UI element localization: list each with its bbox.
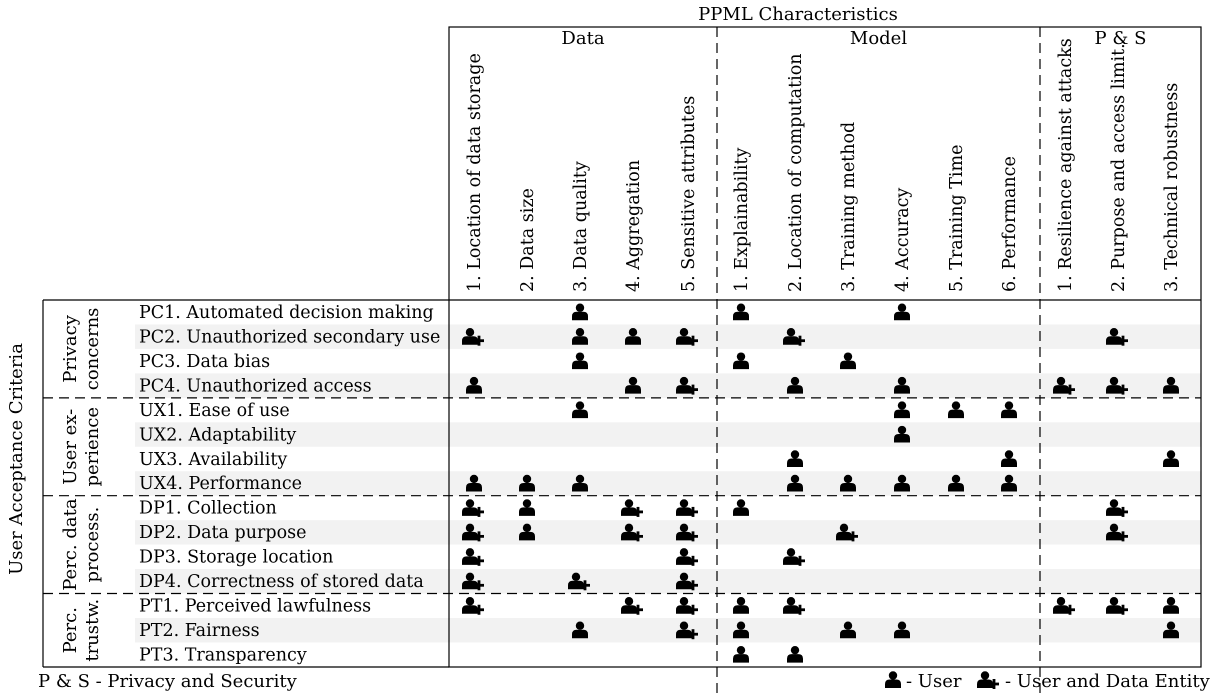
user-icon (733, 303, 749, 321)
user-icon (894, 303, 910, 321)
column-header: 3. Data quality (571, 161, 591, 292)
row-stripe (135, 520, 1201, 545)
column-header: 2. Purpose and access limit. (1109, 43, 1129, 292)
user-icon (1001, 450, 1017, 467)
user-icon (1163, 597, 1179, 614)
row-stripe (135, 471, 1201, 496)
row-label: PC3. Data bias (139, 352, 270, 372)
user-data-icon (783, 548, 805, 566)
row-group-label: process. (82, 507, 103, 583)
row-group-label: Privacy (60, 314, 81, 382)
row-label: PT1. Perceived lawfulness (139, 597, 371, 617)
group-header: Data (561, 28, 604, 49)
row-label: PC4. Unauthorized access (139, 376, 372, 396)
row-label: PT3. Transparency (139, 645, 307, 665)
user-data-icon (621, 597, 643, 615)
user-icon (733, 645, 749, 663)
user-data-icon (462, 548, 484, 566)
column-header: 3. Technical robustness (1162, 83, 1182, 292)
column-header: 6. Performance (1000, 156, 1020, 292)
legend-user-data-label: - User and Data Entity (1005, 671, 1211, 692)
row-stripe (135, 324, 1201, 349)
user-data-icon (462, 499, 484, 517)
user-icon (894, 401, 910, 419)
group-header: P & S (1095, 28, 1147, 49)
user-icon (733, 499, 749, 516)
row-label: UX2. Adaptability (139, 425, 296, 445)
row-group-label: Perc. data (60, 498, 81, 591)
row-label: DP1. Collection (139, 499, 277, 519)
user-data-icon (462, 597, 484, 615)
row-label: PT2. Fairness (139, 621, 260, 641)
row-stripe (135, 569, 1201, 594)
column-headers: 1. Location of data storage 2. Data size 3… (465, 38, 1182, 292)
left-axis-label: User Acceptance Criteria (6, 343, 27, 575)
row-label: DP4. Correctness of stored data (139, 572, 424, 592)
row-label: UX4. Performance (139, 474, 302, 494)
row-stripe (135, 422, 1201, 447)
legend-user-data-icon (977, 671, 999, 689)
row-label: PC1. Automated decision making (139, 303, 434, 323)
table-frame (448, 26, 1202, 668)
column-header: 1. Resilience against attacks (1056, 38, 1076, 292)
user-icon (572, 401, 588, 419)
column-header: 2. Location of computation (786, 53, 806, 292)
column-header: 1. Explainability (732, 148, 752, 292)
row-label: DP3. Storage location (139, 548, 333, 568)
user-icon (733, 597, 749, 614)
row-label: PC2. Unauthorized secondary use (139, 327, 440, 347)
group-header: Model (850, 28, 907, 49)
column-header: 3. Training method (839, 122, 859, 292)
user-icon (948, 401, 964, 419)
legend-user-icon (885, 671, 901, 688)
figure-title: PPML Characteristics (698, 4, 898, 25)
footnote: P & S - Privacy and Security (38, 671, 298, 692)
user-icon (519, 499, 535, 516)
user-data-icon (621, 499, 643, 517)
row-stripe (135, 373, 1201, 398)
user-icon (1001, 401, 1017, 419)
user-icon (787, 450, 803, 467)
row-label: UX3. Availability (139, 450, 287, 470)
row-label: DP2. Data purpose (139, 523, 306, 543)
column-header: 5. Training Time (947, 145, 967, 292)
user-data-icon (1106, 499, 1128, 517)
column-group-headers: Data Model P & S (561, 28, 1146, 49)
user-data-icon (676, 548, 698, 566)
column-header: 5. Sensitive attributes (679, 96, 699, 292)
user-data-icon (1106, 597, 1128, 615)
row-group-label: concerns (82, 308, 103, 391)
grid-lines (42, 26, 1202, 695)
user-data-icon (783, 597, 805, 615)
row-stripes (135, 324, 1201, 643)
legend: - User - User and Data Entity (885, 671, 1211, 692)
column-header: 1. Location of data storage (465, 53, 485, 292)
user-icon (787, 645, 803, 663)
user-data-icon (676, 499, 698, 517)
user-icon (572, 352, 588, 370)
user-icon (840, 352, 856, 370)
row-label: UX1. Ease of use (139, 401, 290, 421)
user-data-icon (1053, 597, 1075, 615)
row-group-label: trustw. (82, 599, 103, 662)
user-icon (572, 303, 588, 321)
column-header: 4. Aggregation (624, 160, 644, 292)
row-group-label: User ex- (60, 409, 81, 485)
user-icon (733, 352, 749, 370)
row-group-label: Perc. (60, 607, 81, 653)
column-header: 4. Accuracy (893, 188, 913, 292)
row-group-label: perience (82, 407, 103, 487)
column-header: 2. Data size (518, 188, 538, 292)
user-data-icon (676, 597, 698, 615)
row-labels: PC1. Automated decision making PC2. Unaut… (139, 303, 440, 665)
row-stripe (135, 617, 1201, 643)
user-icon (1163, 450, 1179, 467)
legend-user-label: - User (906, 671, 962, 692)
